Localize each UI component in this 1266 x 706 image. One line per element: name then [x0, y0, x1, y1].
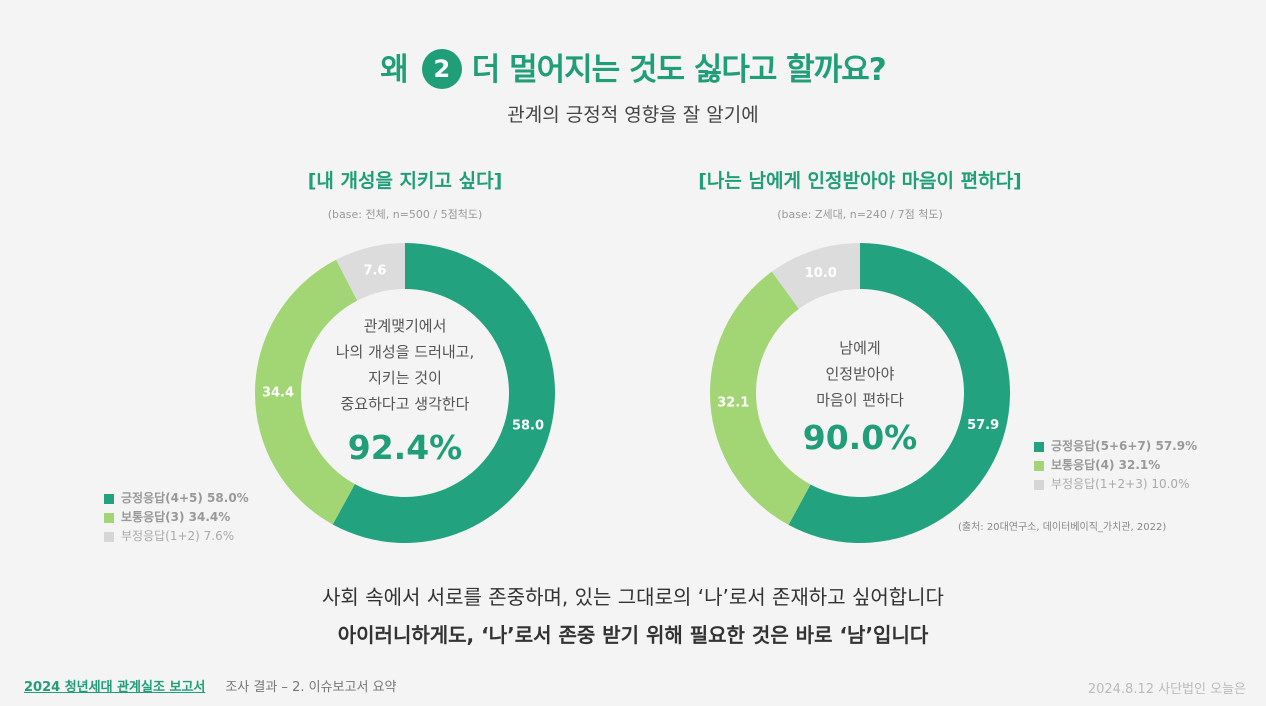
legend-swatch — [104, 531, 114, 542]
legend-swatch — [1034, 460, 1044, 471]
title-number-badge: 2 — [421, 49, 462, 89]
chart2-center-value: 90.0% — [802, 418, 918, 457]
chart1-base: (base: 전체, n=500 / 5점척도) — [327, 208, 483, 221]
center-text-line: 남에게 — [839, 339, 881, 357]
legend-item: 보통응답(3) 34.4% — [104, 508, 249, 527]
chart2-base: (base: Z세대, n=240 / 7점 척도) — [777, 208, 943, 221]
footer-section: 조사 결과 – 2. 이슈보고서 요약 — [225, 680, 397, 695]
chart1-donut: 58.0 34.4 7.6 — [255, 243, 555, 543]
legend-swatch — [104, 512, 114, 523]
center-text-line: 나의 개성을 드러내고, — [335, 343, 475, 361]
legend-swatch — [104, 493, 114, 504]
donut-slice-label-2: 7.6 — [363, 264, 386, 279]
donut-slice-label-1: 32.1 — [717, 395, 749, 410]
title-text: 더 멀어지는 것도 싫다고 할까요? — [471, 52, 887, 88]
donut-slice-label-2: 10.0 — [805, 266, 837, 281]
chart1-title: [내 개성을 지키고 싶다] — [307, 170, 503, 192]
legend-label: 부정응답(1+2) 7.6% — [121, 529, 235, 543]
legend-item: 긍정응답(4+5) 58.0% — [104, 489, 249, 508]
legend-swatch — [1034, 479, 1044, 490]
legend-label: 긍정응답(5+6+7) 57.9% — [1051, 439, 1198, 453]
donut-slice-1 — [255, 259, 358, 525]
legend-item: 부정응답(1+2) 7.6% — [104, 527, 249, 546]
chart2-legend: 긍정응답(5+6+7) 57.9% 보통응답(4) 32.1% 부정응답(1+2+3… — [1034, 437, 1197, 494]
donut-slice-label-0: 57.9 — [967, 418, 999, 433]
title-prefix: 왜 — [380, 52, 409, 88]
legend-item: 긍정응답(5+6+7) 57.9% — [1034, 437, 1197, 456]
donut-slice-0 — [332, 243, 555, 543]
footer-right: 2024.8.12 사단법인 오늘은 — [1087, 682, 1246, 697]
center-text-line: 인정받아야 — [825, 365, 895, 383]
donut-slice-2 — [771, 243, 860, 309]
chart2-title: [나는 남에게 인정받아야 마음이 편하다] — [698, 170, 1022, 192]
legend-swatch — [1034, 441, 1044, 452]
legend-label: 보통응답(4) 32.1% — [1051, 458, 1161, 472]
center-text-line: 중요하다고 생각한다 — [340, 395, 470, 413]
center-text-line: 관계맺기에서 — [363, 317, 447, 335]
donut-slice-label-0: 58.0 — [512, 419, 544, 434]
chart2-source: (출처: 20대연구소, 데이터베이직_가치관, 2022) — [958, 522, 1167, 533]
footer-report-link[interactable]: 2024 청년세대 관계실조 보고서 — [24, 680, 206, 695]
legend-label: 긍정응답(4+5) 58.0% — [121, 491, 249, 505]
chart1-center-value: 92.4% — [347, 428, 463, 467]
donut-slice-label-1: 34.4 — [262, 385, 294, 400]
legend-item: 보통응답(4) 32.1% — [1034, 456, 1197, 475]
center-text-line: 마음이 편하다 — [816, 391, 904, 409]
legend-label: 부정응답(1+2+3) 10.0% — [1051, 477, 1190, 491]
donut-slice-0 — [788, 243, 1010, 543]
chart1-legend: 긍정응답(4+5) 58.0% 보통응답(3) 34.4% 부정응답(1+2) 7.… — [104, 489, 249, 546]
legend-item: 부정응답(1+2+3) 10.0% — [1034, 475, 1197, 494]
chart2-donut: 57.9 32.1 10.0 — [710, 243, 1010, 543]
conclusion-line-1: 사회 속에서 서로를 존중하며, 있는 그대로의 ‘나’로서 존재하고 싶어합니… — [322, 585, 944, 609]
legend-label: 보통응답(3) 34.4% — [121, 510, 231, 524]
conclusion-line-2: 아이러니하게도, ‘나’로서 존중 받기 위해 필요한 것은 바로 ‘남’입니다 — [337, 623, 929, 647]
donut-slice-2 — [336, 243, 405, 301]
center-text-line: 지키는 것이 — [368, 369, 442, 387]
footer-left: 2024 청년세대 관계실조 보고서 조사 결과 – 2. 이슈보고서 요약 — [24, 676, 396, 695]
page-subtitle: 관계의 긍정적 영향을 잘 알기에 — [507, 104, 759, 126]
donut-slice-1 — [710, 271, 811, 525]
